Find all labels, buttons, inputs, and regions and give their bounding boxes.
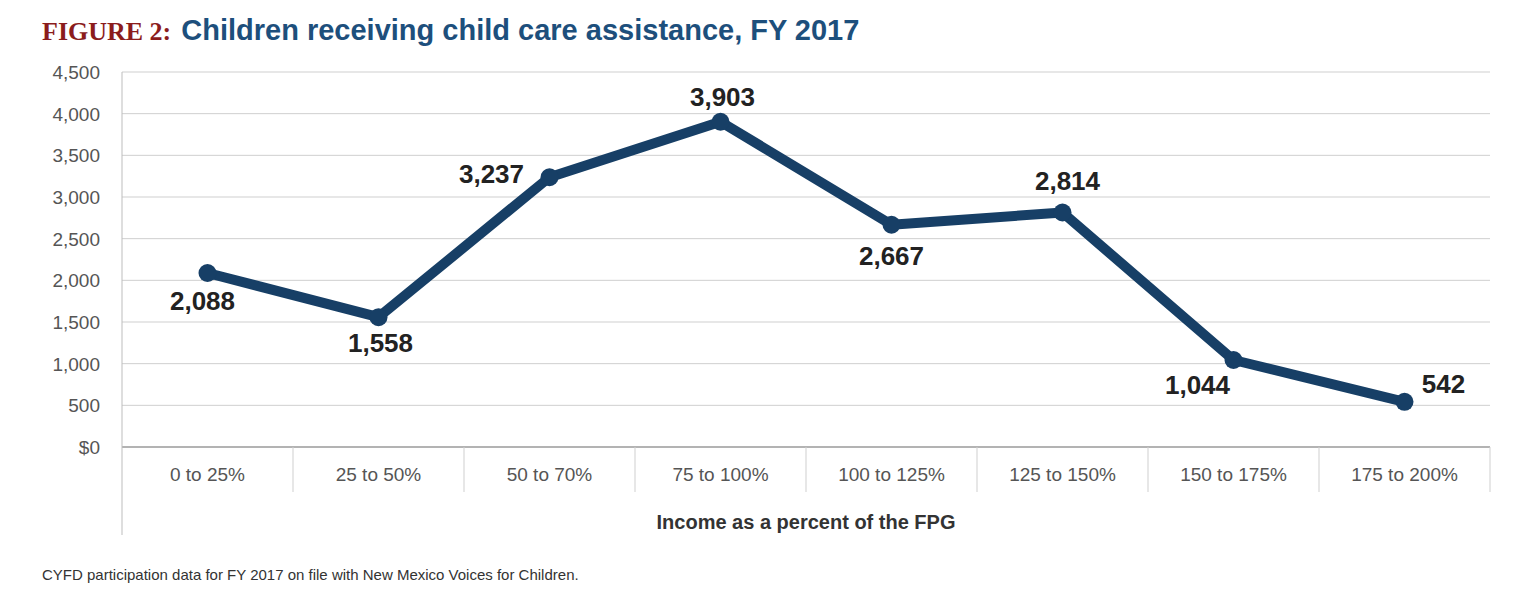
data-label: 3,903 <box>690 82 755 112</box>
grid-line <box>122 322 1490 323</box>
category-separator <box>1490 447 1491 492</box>
grid-line <box>122 113 1490 114</box>
y-tick-label: 500 <box>68 395 100 416</box>
grid-line <box>122 405 1490 406</box>
y-tick-label: 4,000 <box>52 104 100 125</box>
figure-label: FIGURE 2: <box>42 17 171 46</box>
data-point <box>1054 204 1072 222</box>
x-tick-label: 50 to 70% <box>507 464 593 485</box>
y-axis-line <box>122 72 123 535</box>
data-label: 2,667 <box>859 241 924 271</box>
y-tick-label: 1,500 <box>52 312 100 333</box>
y-tick-label: $0 <box>79 437 100 458</box>
y-tick-label: 2,500 <box>52 229 100 250</box>
chart: FIGURE 2: Children receiving child care a… <box>0 0 1513 602</box>
x-tick-label: 75 to 100% <box>672 464 768 485</box>
data-point <box>712 113 730 131</box>
grid-line <box>122 238 1490 239</box>
category-separator <box>635 447 636 492</box>
data-label: 542 <box>1422 369 1465 399</box>
x-tick-label: 0 to 25% <box>170 464 245 485</box>
y-tick-label: 3,500 <box>52 145 100 166</box>
category-separator <box>464 447 465 492</box>
y-tick-label: 1,000 <box>52 354 100 375</box>
grid-line <box>122 197 1490 198</box>
data-line <box>208 122 1405 402</box>
category-separator <box>977 447 978 492</box>
category-separator <box>806 447 807 492</box>
grid-line <box>122 155 1490 156</box>
x-tick-label: 175 to 200% <box>1351 464 1458 485</box>
title-text: Children receiving child care assistance… <box>181 14 859 46</box>
y-tick-label: 2,000 <box>52 270 100 291</box>
y-tick-label: 4,500 <box>52 62 100 83</box>
x-tick-label: 125 to 150% <box>1009 464 1116 485</box>
data-point <box>883 216 901 234</box>
x-tick-label: 150 to 175% <box>1180 464 1287 485</box>
data-point <box>1396 393 1414 411</box>
data-label: 2,088 <box>170 286 235 316</box>
data-label: 3,237 <box>459 159 524 189</box>
grid-line <box>122 363 1490 364</box>
data-label: 2,814 <box>1035 166 1101 196</box>
data-point <box>541 168 559 186</box>
category-separator <box>1319 447 1320 492</box>
title: FIGURE 2: Children receiving child care a… <box>42 14 859 46</box>
data-point <box>370 308 388 326</box>
y-tick-label: 3,000 <box>52 187 100 208</box>
category-separator <box>1148 447 1149 492</box>
x-tick-label: 25 to 50% <box>336 464 422 485</box>
category-separator <box>293 447 294 492</box>
x-tick-label: 100 to 125% <box>838 464 945 485</box>
data-point <box>199 264 217 282</box>
data-point <box>1225 351 1243 369</box>
data-label: 1,044 <box>1165 370 1231 400</box>
plot-area <box>199 113 1414 411</box>
source-note: CYFD participation data for FY 2017 on f… <box>42 566 579 583</box>
data-label: 1,558 <box>348 328 413 358</box>
grid-line <box>122 280 1490 281</box>
grid-line <box>122 72 1490 73</box>
x-axis-title: Income as a percent of the FPG <box>657 511 956 533</box>
